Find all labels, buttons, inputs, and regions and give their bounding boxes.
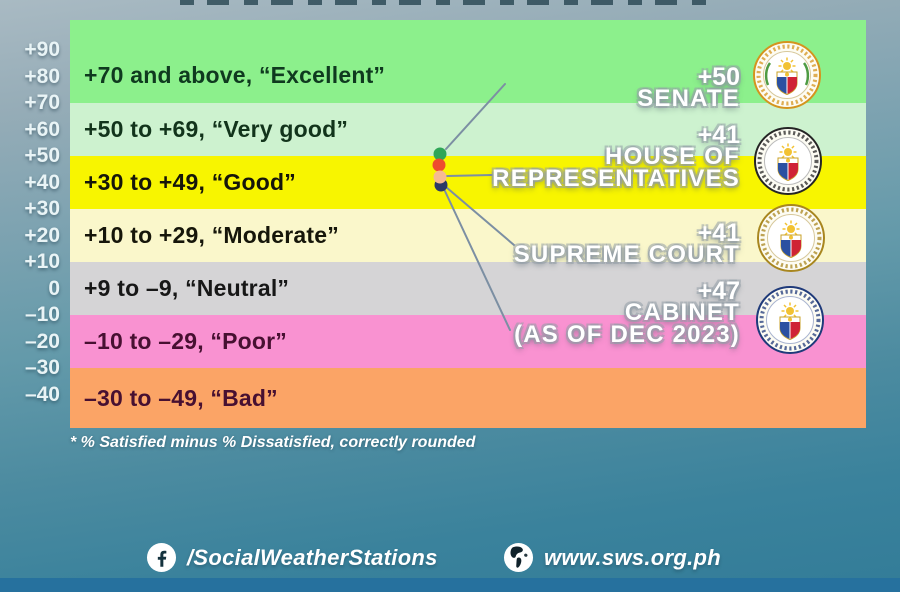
institution-house-of-representatives: +41 HOUSE OF REPRESENTATIVES bbox=[492, 121, 740, 192]
y-axis-tick: +40 bbox=[24, 171, 60, 194]
institution-cabinet: +47 CABINET (AS OF DEC 2023) bbox=[514, 277, 740, 348]
y-axis-tick: 0 bbox=[48, 277, 60, 300]
y-axis-tick: –30 bbox=[24, 356, 60, 379]
y-axis-tick: +30 bbox=[24, 197, 60, 220]
y-axis-tick: +90 bbox=[24, 38, 60, 61]
rating-band-label: +9 to –9, “Neutral” bbox=[84, 275, 290, 301]
y-axis-tick: –10 bbox=[24, 303, 60, 326]
rating-band-moderate: +10 to +29, “Moderate” bbox=[70, 209, 866, 262]
rating-band-good: +30 to +49, “Good” bbox=[70, 156, 866, 209]
rating-band-very-good: +50 to +69, “Very good” bbox=[70, 103, 866, 156]
website-url: www.sws.org.ph bbox=[544, 544, 721, 570]
rating-band-label: +10 to +29, “Moderate” bbox=[84, 222, 339, 248]
rating-band-excellent: +70 and above, “Excellent” bbox=[70, 20, 866, 103]
institution-name: REPRESENTATIVES bbox=[492, 165, 740, 192]
institution-name: HOUSE OF bbox=[605, 143, 740, 170]
institution-score: +41 bbox=[697, 219, 740, 247]
globe-icon bbox=[503, 542, 534, 573]
y-axis-tick: +80 bbox=[24, 65, 60, 88]
institution-score: +50 bbox=[697, 63, 740, 91]
website-link[interactable]: www.sws.org.ph bbox=[503, 542, 721, 573]
rating-band-bad: –30 to –49, “Bad” bbox=[70, 368, 866, 428]
institution-name: SENATE bbox=[637, 85, 740, 112]
institution-senate: +50 SENATE bbox=[637, 63, 740, 112]
rating-band-poor: –10 to –29, “Poor” bbox=[70, 315, 866, 368]
facebook-icon bbox=[146, 542, 177, 573]
title-cutoff bbox=[180, 0, 712, 5]
y-axis-tick: +10 bbox=[24, 250, 60, 273]
y-axis-tick: +50 bbox=[24, 144, 60, 167]
rating-band-neutral: +9 to –9, “Neutral” bbox=[70, 262, 866, 315]
institution-score: +41 bbox=[697, 121, 740, 149]
institution-supreme-court: +41 SUPREME COURT bbox=[513, 219, 740, 268]
facebook-link[interactable]: /SocialWeatherStations bbox=[146, 542, 438, 573]
y-axis-tick: +70 bbox=[24, 91, 60, 114]
footnote: * % Satisfied minus % Dissatisfied, corr… bbox=[70, 434, 476, 451]
y-axis-tick: +20 bbox=[24, 224, 60, 247]
rating-band-label: –30 to –49, “Bad” bbox=[84, 384, 278, 411]
institution-name: SUPREME COURT bbox=[513, 241, 740, 268]
y-axis-tick: –40 bbox=[24, 383, 60, 406]
bottom-bar bbox=[0, 578, 900, 592]
rating-band-label: –10 to –29, “Poor” bbox=[84, 328, 288, 354]
y-axis-tick: –20 bbox=[24, 330, 60, 353]
rating-band-label: +70 and above, “Excellent” bbox=[84, 61, 386, 88]
rating-band-label: +30 to +49, “Good” bbox=[84, 169, 296, 195]
rating-band-label: +50 to +69, “Very good” bbox=[84, 116, 349, 142]
institution-name: (AS OF DEC 2023) bbox=[514, 321, 740, 348]
institution-name: CABINET bbox=[624, 299, 740, 326]
facebook-handle: /SocialWeatherStations bbox=[187, 544, 438, 570]
institution-score: +47 bbox=[697, 277, 740, 305]
y-axis-tick: +60 bbox=[24, 118, 60, 141]
